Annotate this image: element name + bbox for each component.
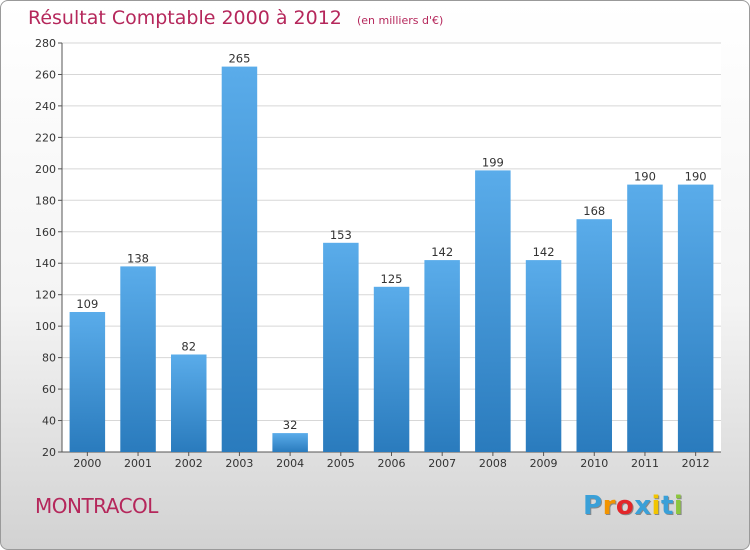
chart-title: Résultat Comptable 2000 à 2012 [28,7,342,29]
x-tick-label: 2000 [73,457,101,470]
x-tick-label: 2009 [530,457,558,470]
y-tick-label: 40 [42,415,56,428]
y-tick-label: 280 [35,37,56,50]
y-tick-label: 200 [35,163,56,176]
x-tick-label: 2010 [580,457,608,470]
bar-2010 [576,219,612,452]
x-tick-label: 2007 [428,457,456,470]
x-tick-label: 2012 [682,457,710,470]
bar-2012 [677,184,714,452]
logo-letter: o [615,491,635,521]
bar-2002 [171,354,207,452]
y-tick-label: 100 [35,320,56,333]
data-label: 190 [685,170,707,184]
data-label: 190 [634,170,656,184]
y-tick-label: 20 [42,446,56,459]
data-label: 82 [181,339,196,353]
bar-2003 [221,66,258,452]
x-tick-label: 2006 [378,457,406,470]
data-label: 153 [330,228,352,242]
bar-2007 [424,260,460,452]
x-tick-label: 2003 [225,457,253,470]
y-tick-label: 120 [35,289,56,302]
y-tick-label: 80 [42,352,56,365]
data-label: 109 [76,297,98,311]
data-label: 138 [127,251,149,265]
y-tick-label: 220 [35,131,56,144]
bar-2000 [69,312,106,452]
x-tick-label: 2005 [327,457,355,470]
y-tick-label: 140 [35,257,56,270]
y-tick-label: 160 [35,226,56,239]
data-label: 142 [431,245,453,259]
logo-letter: i [673,491,684,521]
data-label: 168 [583,204,605,218]
bar-2005 [323,242,359,452]
logo-letter: i [651,491,661,521]
y-tick-label: 60 [42,383,56,396]
y-tick-label: 240 [35,100,56,113]
proxiti-logo[interactable]: Proxiti [583,491,683,521]
bar-2006 [373,286,410,452]
data-label: 199 [482,155,504,169]
bar-2008 [475,170,511,452]
bar-2009 [525,260,562,452]
x-tick-label: 2011 [631,457,659,470]
x-tick-label: 2001 [124,457,152,470]
x-tick-label: 2008 [479,457,507,470]
data-label: 32 [283,418,298,432]
y-tick-label: 260 [35,68,56,81]
x-tick-label: 2004 [276,457,304,470]
logo-letter: r [602,491,616,521]
data-label: 125 [381,272,403,286]
chart-title-block: Résultat Comptable 2000 à 2012 (en milli… [28,7,443,29]
data-label: 265 [228,52,250,66]
y-tick-label: 180 [35,194,56,207]
bar-2001 [120,266,156,452]
chart-subtitle: (en milliers d'€) [356,14,444,27]
logo-letter: x [634,491,652,521]
data-label: 142 [533,245,555,259]
x-tick-label: 2002 [175,457,203,470]
logo-letter: P [583,491,603,521]
bar-2004 [272,433,308,452]
town-name: MONTRACOL [35,494,158,518]
bar-2011 [627,184,663,452]
logo-letter: t [660,491,674,521]
